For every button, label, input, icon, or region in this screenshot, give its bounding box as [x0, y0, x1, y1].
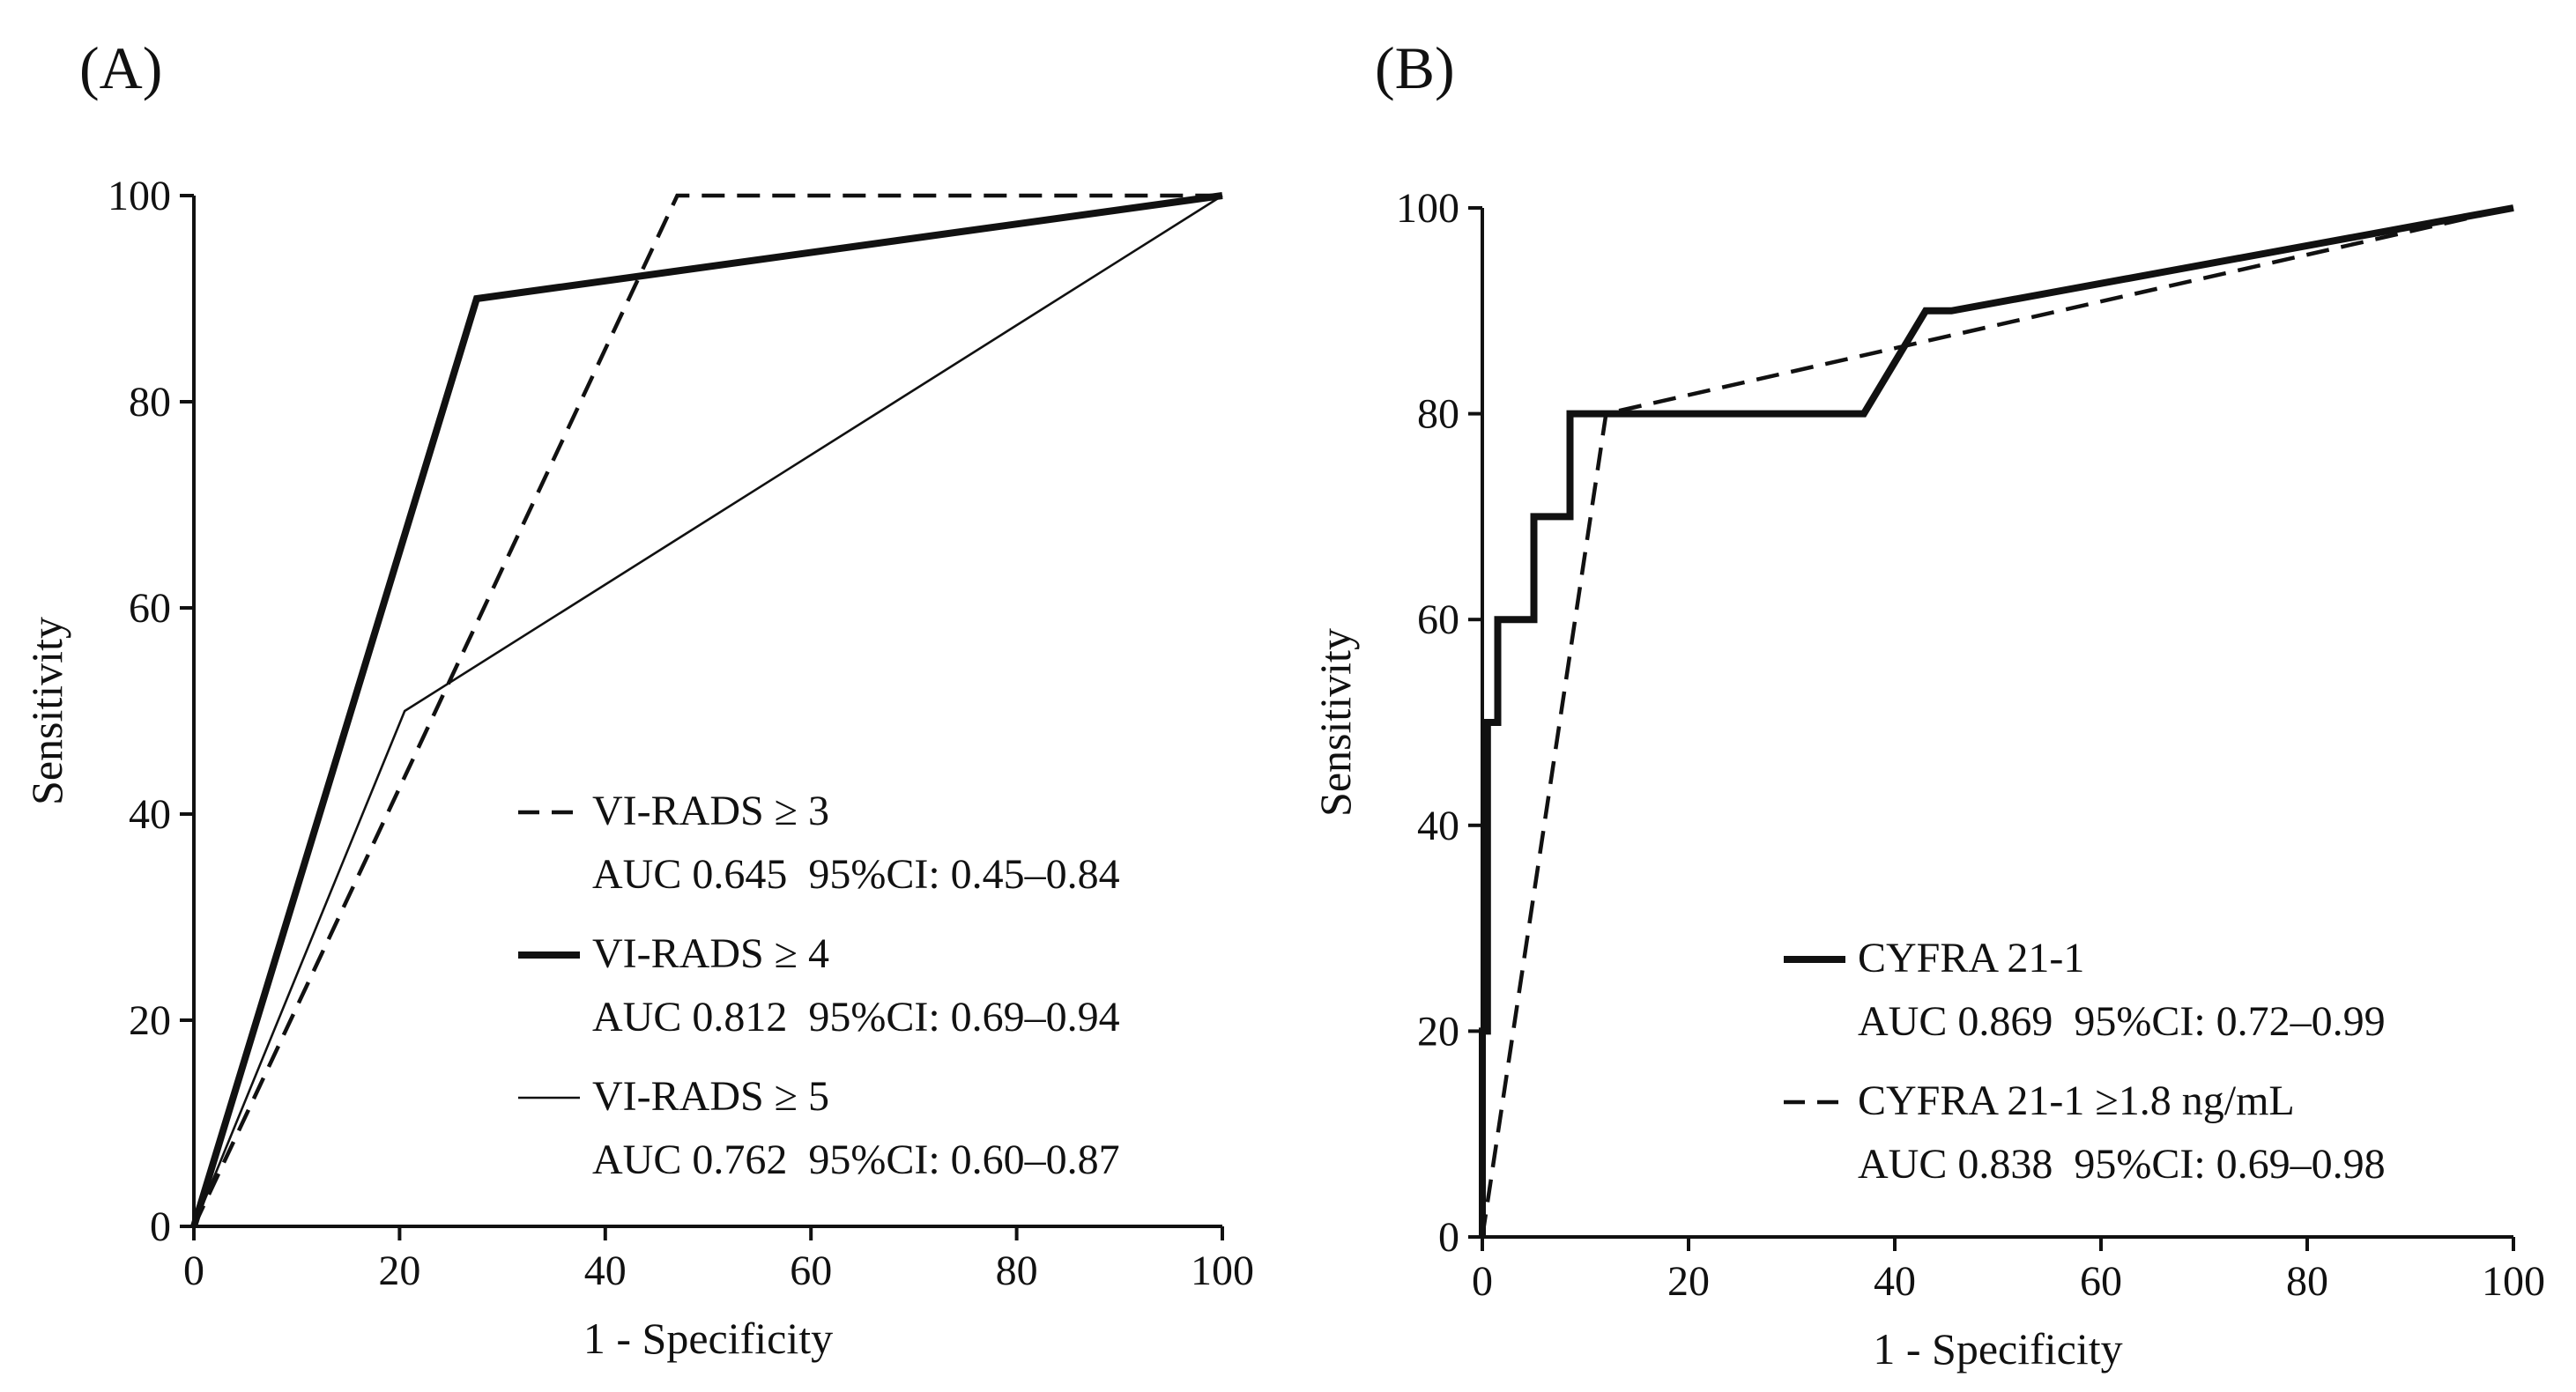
x-tick-label: 80	[2286, 1258, 2328, 1305]
legend-stats: AUC 0.762 95%CI: 0.60–0.87	[592, 1137, 1120, 1183]
x-tick-label: 20	[378, 1248, 420, 1294]
series-line-1	[191, 193, 1222, 1227]
x-tick-label: 60	[790, 1248, 832, 1294]
y-axis-title: Sensitivity	[22, 617, 71, 805]
y-tick-label: 40	[1417, 803, 1459, 849]
series-line-2	[1480, 205, 2514, 1238]
y-tick-label: 40	[129, 791, 171, 838]
legend-label: VI-RADS ≥ 4	[592, 930, 829, 977]
x-tick-label: 80	[996, 1248, 1038, 1294]
x-tick-label: 0	[183, 1248, 204, 1294]
legend-stats: AUC 0.869 95%CI: 0.72–0.99	[1858, 998, 2386, 1045]
y-tick-label: 20	[1417, 1008, 1459, 1055]
x-tick-label: 20	[1667, 1258, 1710, 1305]
x-axis-title: 1 - Specificity	[583, 1314, 833, 1363]
y-tick-label: 100	[1396, 185, 1459, 232]
x-tick-label: 60	[2080, 1258, 2122, 1305]
x-tick-label: 100	[1191, 1248, 1254, 1294]
y-tick-label: 60	[129, 585, 171, 632]
panel-b: (B) 0 20 40 60 80 100 0 20 40 60 80 100 1 - Specifici…	[1310, 34, 2545, 1373]
legend-stats: AUC 0.838 95%CI: 0.69–0.98	[1858, 1141, 2386, 1188]
legend-label: VI-RADS ≥ 3	[592, 788, 829, 834]
legend-stats: AUC 0.645 95%CI: 0.45–0.84	[592, 851, 1120, 898]
panel-label: (B)	[1375, 34, 1455, 101]
x-tick-label: 40	[1874, 1258, 1916, 1305]
y-tick-label: 80	[129, 379, 171, 426]
series-line-2	[190, 192, 1223, 1228]
y-tick-label: 0	[150, 1203, 171, 1250]
y-tick-label: 80	[1417, 391, 1459, 438]
y-tick-label: 0	[1438, 1214, 1459, 1261]
y-axis-title: Sensitivity	[1310, 628, 1360, 817]
y-tick-label: 100	[108, 173, 171, 219]
x-tick-label: 100	[2482, 1258, 2545, 1305]
legend-label: CYFRA 21-1 ≥1.8 ng/mL	[1858, 1077, 2295, 1124]
y-tick-label: 60	[1417, 596, 1459, 643]
panel-a: (A) 0 20 40 60 80 100 0 20 40 60 80 100 1 - Specifici…	[22, 34, 1254, 1363]
x-tick-label: 40	[584, 1248, 627, 1294]
series-line-3	[192, 194, 1223, 1227]
x-tick-label: 0	[1472, 1258, 1493, 1305]
y-tick-label: 20	[129, 997, 171, 1044]
series-line-1	[1479, 204, 2514, 1237]
x-axis-title: 1 - Specificity	[1873, 1324, 2122, 1373]
legend-label: VI-RADS ≥ 5	[592, 1073, 829, 1120]
legend-stats: AUC 0.812 95%CI: 0.69–0.94	[592, 994, 1120, 1040]
legend-label: CYFRA 21-1	[1858, 935, 2084, 981]
panel-label: (A)	[79, 34, 162, 101]
